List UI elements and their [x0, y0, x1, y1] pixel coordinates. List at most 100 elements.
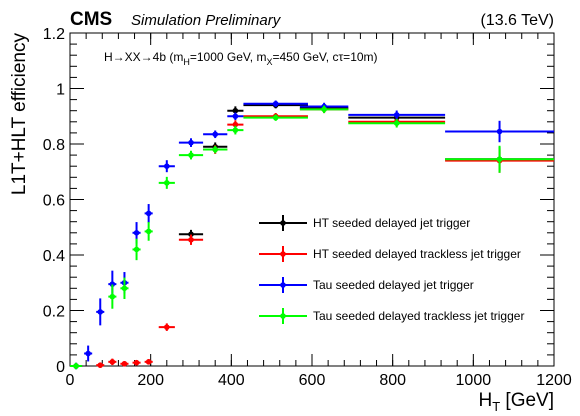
energy-label: (13.6 TeV) [480, 12, 554, 29]
marker [188, 152, 194, 158]
marker [109, 293, 116, 300]
x-axis-title-unit: [GeV] [500, 390, 554, 411]
marker [121, 285, 128, 292]
data-point [299, 105, 349, 114]
marker [188, 236, 194, 243]
axis-ticks [69, 32, 555, 367]
marker [133, 246, 140, 253]
legend-entry: HT seeded delayed jet trigger [259, 215, 470, 231]
y-tick-label: 0.6 [43, 193, 65, 210]
experiment-label: CMS [70, 9, 112, 30]
x-axis-title-main: H [478, 390, 492, 411]
legend-entry: Tau seeded delayed trackless jet trigger [259, 308, 524, 324]
legend-label: HT seeded delayed jet trigger [313, 216, 470, 230]
mh-subscript: H [183, 57, 190, 67]
marker [496, 128, 503, 135]
marker [232, 107, 239, 114]
mx-subscript: X [266, 57, 272, 67]
y-tick-label: 1 [56, 82, 65, 99]
y-tick-label: 0.4 [43, 248, 65, 265]
marker [164, 324, 170, 330]
legend-label: Tau seeded delayed jet trigger [313, 278, 474, 292]
data-point [445, 145, 554, 173]
legend-marker [280, 251, 286, 257]
marker [145, 210, 152, 217]
marker [393, 120, 400, 126]
data-point [96, 362, 105, 368]
data-point [227, 125, 244, 135]
data-point [144, 204, 153, 223]
legend-marker [280, 282, 286, 288]
data-point [120, 277, 129, 300]
legend-marker [280, 220, 286, 226]
data-point [144, 359, 153, 365]
data-point [178, 150, 204, 160]
data-point [120, 360, 129, 367]
marker [164, 180, 170, 186]
marker [109, 281, 116, 287]
marker [188, 231, 194, 237]
x-tick-label: 200 [137, 372, 164, 389]
data-point [158, 176, 175, 189]
y-tick-label: 1.2 [43, 26, 65, 43]
mx-value: =450 GeV, cτ=10m) [273, 50, 378, 64]
legend-entry: HT seeded delayed trackless jet trigger [259, 246, 521, 262]
data-point [445, 120, 554, 143]
x-tick-label: 0 [66, 372, 75, 389]
mh-value: =1000 GeV, m [190, 50, 267, 64]
marker [145, 359, 152, 365]
legend-label: HT seeded delayed trackless jet trigger [313, 247, 521, 261]
marker [212, 131, 218, 138]
marker [232, 113, 239, 120]
x-axis-title: HT [GeV] [478, 390, 554, 414]
marker [164, 163, 170, 169]
marker [85, 350, 91, 357]
legend: HT seeded delayed jet trigger HT seeded d… [259, 215, 524, 324]
marker [212, 146, 218, 153]
marker [496, 156, 503, 163]
marker [97, 362, 104, 368]
marker [133, 230, 140, 236]
data-point [243, 114, 308, 121]
data-point [203, 130, 228, 139]
data-point [144, 222, 153, 241]
marker [232, 121, 239, 128]
data-point [243, 100, 308, 107]
marker [97, 309, 104, 315]
data-point [203, 145, 228, 154]
series-2 [70, 100, 554, 370]
marker [272, 114, 279, 121]
marker [145, 228, 152, 235]
data-point [227, 120, 244, 129]
y-tick-label: 0 [56, 359, 65, 376]
y-axis-title: L1T+HLT efficiency [9, 33, 30, 196]
x-tick-label: 400 [218, 372, 245, 389]
data-point [178, 234, 204, 245]
data-point [108, 284, 117, 309]
data-point [348, 110, 446, 120]
data-point [158, 160, 175, 173]
data-point [178, 138, 204, 147]
series-3 [70, 105, 554, 370]
x-tick-label: 800 [379, 372, 406, 389]
data-series [70, 100, 554, 370]
x-axis-title-sub: T [492, 399, 500, 414]
legend-label: Tau seeded delayed trackless jet trigger [313, 309, 524, 323]
marker [121, 360, 128, 367]
process-annotation: H→XX→4b (mH=1000 GeV, mX=450 GeV, cτ=10m… [104, 50, 378, 67]
data-point [227, 112, 244, 121]
data-point [84, 345, 93, 362]
series-1 [70, 105, 554, 369]
data-point [70, 362, 83, 370]
marker [272, 100, 279, 107]
data-point [132, 359, 141, 366]
marker [188, 139, 194, 146]
marker [73, 363, 79, 369]
data-point [96, 298, 105, 326]
y-tick-label: 0.2 [43, 304, 65, 321]
data-point [348, 118, 446, 128]
x-tick-label: 1200 [536, 372, 572, 389]
x-tick-label: 600 [299, 372, 326, 389]
data-point [132, 238, 141, 261]
process-text: H→XX→4b (m [104, 50, 183, 64]
